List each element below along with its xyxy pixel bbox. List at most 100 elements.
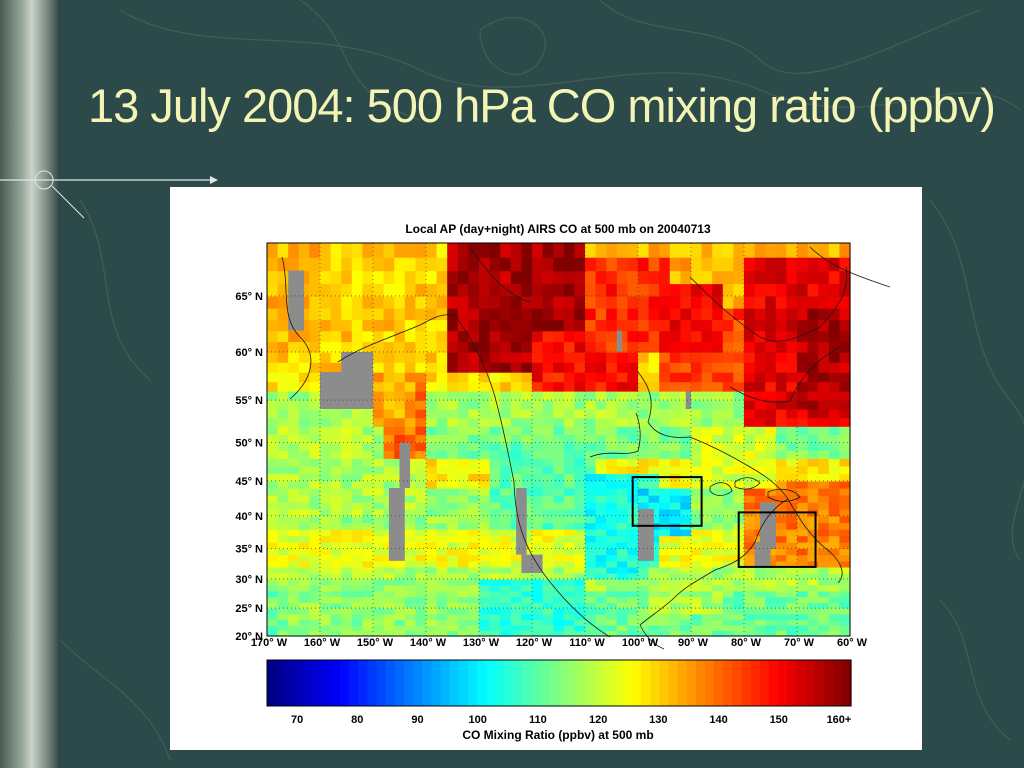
heatmap-cell [563,409,575,419]
heatmap-cell [606,630,618,637]
heatmap-cell [542,515,554,524]
heatmap-cell [267,307,279,321]
heatmap-cell [574,584,586,592]
heatmap-cell [489,624,501,631]
heatmap-cell [489,502,501,510]
heatmap-cell [691,352,703,363]
heatmap-cell [341,409,353,419]
heatmap-cell [320,473,332,482]
colorbar-segment [340,660,350,706]
heatmap-cell [500,270,512,285]
heatmap-cell [415,381,427,392]
heatmap-cell [691,535,703,543]
heatmap-cell [447,584,459,592]
heatmap-cell [659,613,671,620]
heatmap-cell [648,307,660,321]
heatmap-cell [765,381,777,392]
heatmap-cell [606,442,618,451]
heatmap-cell [341,473,353,482]
heatmap-cell [510,257,522,272]
heatmap-cell [447,283,459,297]
heatmap-cell [267,417,279,427]
heatmap-cell [426,341,438,353]
heatmap-cell [680,495,692,503]
heatmap-cell [415,619,427,626]
heatmap-cell [733,450,745,459]
heatmap-cell [542,566,554,574]
colorbar-segment [641,660,651,706]
heatmap-cell [712,442,724,451]
heatmap-cell [267,391,279,401]
colorbar-tick-label: 90 [411,714,423,726]
heatmap-cell [330,579,342,586]
heatmap-cell [659,579,671,586]
heatmap-cell [330,480,342,489]
heatmap-cell [797,566,809,574]
heatmap-cell [298,426,310,435]
heatmap-cell [436,613,448,620]
heatmap-cell [595,502,607,510]
heatmap-cell [298,566,310,574]
heatmap-cell [298,442,310,451]
heatmap-cell [277,400,289,410]
heatmap-cell [351,480,363,489]
heatmap-cell [383,473,395,482]
heatmap-cell [606,381,618,392]
box-northeast [737,511,817,568]
heatmap-cell [701,502,713,510]
heatmap-cell [510,372,522,383]
heatmap-cell [616,442,628,451]
heatmap-cell [341,542,353,549]
heatmap-cell [691,602,703,609]
heatmap-cell [436,630,448,637]
heatmap-cell [394,400,406,410]
heatmap-cell [606,362,618,373]
heatmap-cell [563,341,575,353]
heatmap-cell [298,554,310,562]
heatmap-cell [277,630,289,637]
heatmap-cell [659,426,671,435]
heatmap-cell [479,619,491,626]
heatmap-cell [532,352,544,363]
heatmap-cell [659,590,671,598]
heatmap-cell [691,566,703,574]
heatmap-cell [320,434,332,444]
heatmap-cell [574,442,586,451]
heatmap-cell [415,296,427,309]
heatmap-cell [786,296,798,309]
heatmap-cell [309,602,321,609]
heatmap-cell [754,341,766,353]
heatmap-cell [553,535,565,543]
heatmap-cell [447,270,459,285]
heatmap-cell [309,442,321,451]
heatmap-cell [680,372,692,383]
heatmap-cell [489,596,501,603]
heatmap-cell [553,270,565,285]
heatmap-cell [330,319,342,332]
heatmap-cell [542,330,554,343]
heatmap-cell [574,257,586,272]
heatmap-cell [775,542,787,549]
heatmap-cell [426,535,438,543]
heatmap-cell [447,624,459,631]
heatmap-cell [786,542,798,549]
heatmap-cell [468,409,480,419]
colorbar-tick-label: 70 [291,714,303,726]
heatmap-cell [373,608,385,615]
heatmap-cell [616,488,628,496]
heatmap-cell [553,458,565,467]
heatmap-cell [500,450,512,459]
heatmap-cell [595,590,607,598]
heatmap-cell [468,554,480,562]
heatmap-cell [744,554,756,562]
heatmap-cell [426,450,438,459]
heatmap-cell [542,548,554,556]
heatmap-cell [330,535,342,543]
heatmap-cell [309,590,321,598]
heatmap-cell [669,529,681,537]
heatmap-cell [574,542,586,549]
heatmap-cell [563,465,575,474]
heatmap-cell [532,535,544,543]
heatmap-cell [277,409,289,419]
heatmap-cells [267,243,851,637]
